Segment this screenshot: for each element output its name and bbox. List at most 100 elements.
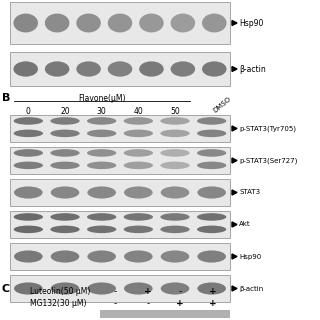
Ellipse shape bbox=[87, 117, 116, 125]
Ellipse shape bbox=[160, 130, 190, 137]
Ellipse shape bbox=[14, 226, 43, 233]
Text: Hsp90: Hsp90 bbox=[239, 253, 261, 260]
Ellipse shape bbox=[197, 162, 226, 169]
Text: +: + bbox=[209, 287, 217, 297]
Bar bbox=[10, 275, 230, 302]
Polygon shape bbox=[232, 190, 237, 195]
Bar bbox=[10, 2, 230, 44]
Polygon shape bbox=[232, 158, 237, 163]
Bar bbox=[10, 211, 230, 238]
Ellipse shape bbox=[76, 13, 101, 32]
Polygon shape bbox=[232, 222, 237, 227]
Text: p-STAT3(Ser727): p-STAT3(Ser727) bbox=[239, 157, 297, 164]
Text: β-actin: β-actin bbox=[239, 285, 263, 292]
Ellipse shape bbox=[160, 226, 190, 233]
Ellipse shape bbox=[50, 130, 80, 137]
Ellipse shape bbox=[51, 187, 79, 199]
Text: C: C bbox=[2, 284, 10, 294]
Ellipse shape bbox=[14, 162, 43, 169]
Ellipse shape bbox=[197, 149, 226, 157]
Ellipse shape bbox=[14, 117, 43, 125]
Ellipse shape bbox=[197, 213, 226, 221]
Ellipse shape bbox=[124, 117, 153, 125]
Ellipse shape bbox=[124, 226, 153, 233]
Text: Hsp90: Hsp90 bbox=[239, 19, 263, 28]
Polygon shape bbox=[232, 286, 237, 291]
Text: p-STAT3(Tyr705): p-STAT3(Tyr705) bbox=[239, 125, 296, 132]
Ellipse shape bbox=[14, 213, 43, 221]
Ellipse shape bbox=[171, 61, 195, 77]
Ellipse shape bbox=[139, 61, 164, 77]
Text: MG132(30 μM): MG132(30 μM) bbox=[30, 300, 86, 308]
Ellipse shape bbox=[50, 149, 80, 157]
Bar bbox=[10, 147, 230, 174]
Polygon shape bbox=[232, 20, 237, 26]
Text: 50: 50 bbox=[170, 107, 180, 116]
Text: -: - bbox=[113, 287, 116, 297]
Polygon shape bbox=[232, 254, 237, 259]
Bar bbox=[10, 243, 230, 270]
Polygon shape bbox=[232, 67, 237, 71]
Ellipse shape bbox=[161, 251, 189, 263]
Text: DMSO: DMSO bbox=[212, 96, 232, 114]
Ellipse shape bbox=[108, 61, 132, 77]
Ellipse shape bbox=[51, 251, 79, 263]
Ellipse shape bbox=[197, 283, 226, 295]
Ellipse shape bbox=[124, 162, 153, 169]
Text: 0: 0 bbox=[26, 107, 31, 116]
Ellipse shape bbox=[13, 13, 38, 32]
Ellipse shape bbox=[50, 117, 80, 125]
Ellipse shape bbox=[14, 149, 43, 157]
Ellipse shape bbox=[171, 13, 195, 32]
Ellipse shape bbox=[14, 283, 43, 295]
Ellipse shape bbox=[13, 61, 38, 77]
Ellipse shape bbox=[76, 61, 101, 77]
Ellipse shape bbox=[124, 130, 153, 137]
Ellipse shape bbox=[50, 213, 80, 221]
Polygon shape bbox=[232, 126, 237, 131]
Ellipse shape bbox=[124, 251, 153, 263]
Ellipse shape bbox=[87, 187, 116, 199]
Ellipse shape bbox=[197, 187, 226, 199]
Text: 30: 30 bbox=[97, 107, 107, 116]
Ellipse shape bbox=[160, 149, 190, 157]
Bar bbox=[10, 115, 230, 142]
Ellipse shape bbox=[160, 162, 190, 169]
Ellipse shape bbox=[202, 13, 227, 32]
Text: β-actin: β-actin bbox=[239, 65, 266, 74]
Ellipse shape bbox=[50, 162, 80, 169]
Text: -: - bbox=[146, 300, 150, 308]
Text: -: - bbox=[178, 287, 182, 297]
Ellipse shape bbox=[124, 187, 153, 199]
Text: B: B bbox=[2, 93, 10, 103]
Text: 40: 40 bbox=[133, 107, 143, 116]
Ellipse shape bbox=[108, 13, 132, 32]
Ellipse shape bbox=[14, 130, 43, 137]
Text: 20: 20 bbox=[60, 107, 70, 116]
Ellipse shape bbox=[197, 226, 226, 233]
Ellipse shape bbox=[160, 213, 190, 221]
Ellipse shape bbox=[87, 130, 116, 137]
Ellipse shape bbox=[87, 226, 116, 233]
Text: +: + bbox=[176, 300, 184, 308]
Ellipse shape bbox=[14, 251, 43, 263]
Ellipse shape bbox=[87, 162, 116, 169]
Text: Luteolin(50 μM): Luteolin(50 μM) bbox=[30, 287, 90, 297]
Ellipse shape bbox=[139, 13, 164, 32]
Text: +: + bbox=[144, 287, 152, 297]
Text: STAT3: STAT3 bbox=[239, 189, 260, 196]
Text: -: - bbox=[113, 300, 116, 308]
Ellipse shape bbox=[124, 213, 153, 221]
Ellipse shape bbox=[50, 226, 80, 233]
Text: Flavone(μM): Flavone(μM) bbox=[78, 94, 125, 103]
Ellipse shape bbox=[87, 251, 116, 263]
Ellipse shape bbox=[202, 61, 227, 77]
Bar bbox=[10, 179, 230, 206]
Ellipse shape bbox=[45, 61, 69, 77]
Ellipse shape bbox=[87, 213, 116, 221]
Ellipse shape bbox=[124, 283, 153, 295]
Ellipse shape bbox=[197, 117, 226, 125]
Ellipse shape bbox=[197, 251, 226, 263]
Ellipse shape bbox=[45, 13, 69, 32]
Ellipse shape bbox=[160, 117, 190, 125]
